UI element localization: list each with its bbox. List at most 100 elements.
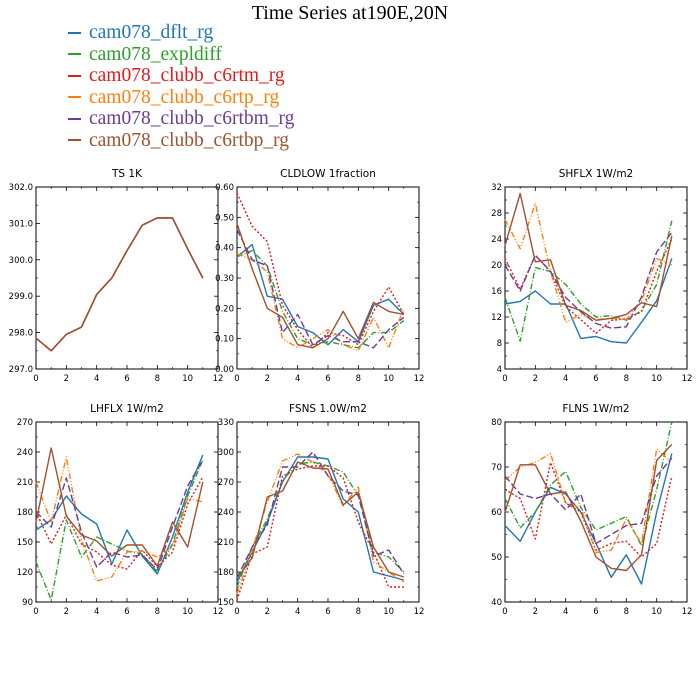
legend-item: cam078_clubb_c6rtbp_rg — [68, 130, 294, 152]
series-line — [35, 217, 204, 352]
legend-line-swatch — [68, 96, 81, 99]
series-line — [504, 453, 673, 585]
series-line — [35, 447, 204, 567]
series-line — [35, 459, 204, 601]
legend-item: cam078_dflt_rg — [68, 22, 294, 44]
panel-title: FLNS 1W/m2 — [562, 403, 629, 415]
y-tick-label: 24 — [491, 235, 502, 245]
series-line — [236, 451, 405, 579]
y-tick-label: 32 — [491, 183, 502, 193]
series-line — [236, 253, 405, 352]
series-line — [236, 192, 405, 349]
y-tick-label: 300 — [218, 448, 234, 458]
series-line — [504, 238, 673, 334]
x-tick-label: 4 — [295, 607, 300, 617]
x-tick-label: 0 — [33, 607, 38, 617]
y-tick-label: 180 — [17, 508, 33, 518]
y-tick-label: 300.0 — [9, 256, 33, 266]
plot-frame — [504, 186, 688, 370]
x-tick-label: 12 — [682, 374, 693, 384]
x-tick-label: 12 — [414, 374, 425, 384]
legend-line-swatch — [68, 31, 81, 34]
legend-line-swatch — [68, 53, 81, 56]
x-tick-label: 0 — [234, 607, 239, 617]
x-tick-label: 0 — [502, 607, 507, 617]
x-tick-label: 2 — [64, 607, 69, 617]
y-tick-label: 0.10 — [215, 335, 234, 345]
y-tick-label: 0.50 — [215, 213, 234, 223]
y-tick-label: 298.0 — [9, 329, 33, 339]
y-tick-label: 240 — [17, 448, 33, 458]
x-tick-label: 6 — [124, 607, 129, 617]
x-tick-label: 2 — [533, 607, 538, 617]
x-tick-label: 10 — [182, 374, 193, 384]
y-tick-label: 210 — [218, 538, 234, 548]
series-line — [35, 217, 204, 352]
series-line — [504, 444, 673, 572]
plot-frame — [35, 186, 219, 370]
y-tick-label: 80 — [491, 418, 502, 428]
x-tick-label: 10 — [383, 607, 394, 617]
series-line — [35, 476, 204, 570]
panel-title: TS 1K — [111, 168, 143, 180]
y-tick-label: 60 — [491, 508, 502, 518]
y-tick-label: 150 — [17, 538, 33, 548]
x-tick-label: 4 — [295, 374, 300, 384]
x-tick-label: 10 — [651, 374, 662, 384]
y-tick-label: 40 — [491, 598, 502, 608]
y-tick-label: 90 — [22, 598, 33, 608]
x-tick-label: 2 — [265, 607, 270, 617]
y-tick-label: 270 — [218, 478, 234, 488]
x-tick-label: 2 — [64, 374, 69, 384]
y-tick-label: 299.0 — [9, 292, 33, 302]
y-tick-label: 301.0 — [9, 219, 33, 229]
x-tick-label: 12 — [213, 607, 224, 617]
x-tick-label: 4 — [94, 374, 99, 384]
plot-frame — [504, 421, 688, 603]
x-tick-label: 10 — [651, 607, 662, 617]
x-tick-label: 0 — [33, 374, 38, 384]
x-tick-label: 0 — [502, 374, 507, 384]
y-tick-label: 180 — [218, 568, 234, 578]
series-line — [504, 258, 673, 344]
y-tick-label: 16 — [491, 287, 502, 297]
y-tick-label: 28 — [491, 209, 502, 219]
legend-line-swatch — [68, 139, 81, 142]
page-title: Time Series at190E,20N — [251, 2, 449, 24]
legend-label: cam078_clubb_c6rtp_rg — [89, 86, 280, 108]
series-line — [35, 459, 204, 571]
y-tick-label: 4 — [497, 365, 502, 375]
legend-label: cam078_clubb_c6rtbp_rg — [89, 129, 290, 151]
series-line — [236, 465, 404, 601]
legend-item: cam078_clubb_c6rtp_rg — [68, 87, 294, 109]
series-line — [35, 454, 204, 575]
series-line — [504, 220, 673, 342]
x-tick-label: 8 — [356, 607, 361, 617]
chart-panel: TS 1K 297.0 298.0 299.0 300.0 301.0 302.0 0 2 4 6 8… — [9, 168, 224, 384]
series-line — [504, 457, 673, 545]
series-line — [236, 456, 404, 583]
series-line — [236, 461, 405, 588]
legend-label: cam078_clubb_c6rtm_rg — [89, 65, 285, 86]
x-tick-label: 10 — [182, 607, 193, 617]
series-line — [35, 217, 204, 352]
series-line — [504, 192, 673, 321]
x-tick-label: 6 — [593, 374, 598, 384]
x-tick-label: 12 — [414, 607, 425, 617]
x-tick-label: 10 — [383, 374, 394, 384]
series-line — [35, 217, 204, 352]
series-line — [35, 456, 203, 582]
y-tick-label: 8 — [497, 339, 502, 349]
panel-title: SHFLX 1W/m2 — [559, 168, 634, 180]
legend-item: cam078_expldiff — [68, 44, 294, 66]
series-line — [35, 217, 204, 352]
x-tick-label: 6 — [325, 374, 330, 384]
chart-panel: LHFLX 1W/m2 90 120 150 180 210 240 270 0 2 4 6 8 10 12 — [17, 403, 224, 617]
y-tick-label: 150 — [218, 598, 234, 608]
y-tick-label: 0.20 — [215, 304, 234, 314]
x-tick-label: 8 — [356, 374, 361, 384]
series-line — [236, 223, 404, 349]
x-tick-label: 6 — [124, 374, 129, 384]
legend: cam078_dflt_rg cam078_expldiff cam078_club… — [68, 22, 294, 151]
legend-item: cam078_clubb_c6rtbm_rg — [68, 108, 294, 130]
